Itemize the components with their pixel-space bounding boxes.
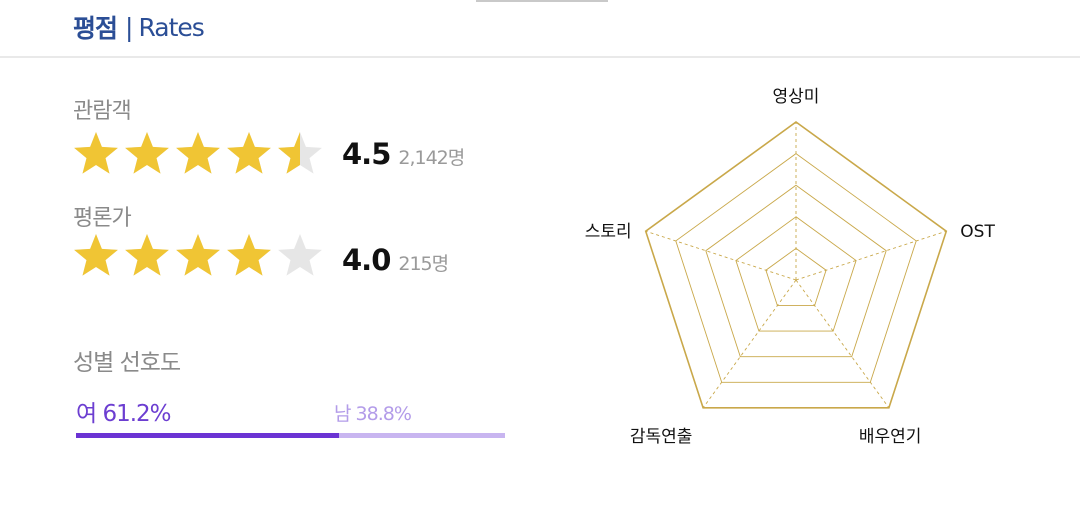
- star-icon: [74, 132, 118, 174]
- rating-radar-chart: 영상미 OST 배우연기 감독연출 스토리: [585, 87, 996, 447]
- radar-grid-ring: [765, 247, 827, 307]
- section-header: 평점 | Rates: [73, 10, 205, 44]
- gender-bar: [76, 433, 505, 438]
- star-icon: [278, 132, 300, 174]
- star-icon: [125, 234, 169, 276]
- radar-grid-ring: [735, 216, 857, 332]
- critic-score: 4.0 215명: [342, 243, 449, 277]
- radar-axis-label: OST: [960, 222, 995, 242]
- star-icon: [176, 234, 220, 276]
- radar-axis-line: [795, 230, 947, 281]
- star-icon-empty: [278, 234, 322, 276]
- star-icon: [176, 132, 220, 174]
- star-icon: [125, 132, 169, 174]
- radar-axis-line: [795, 279, 890, 409]
- critic-star-rating: [74, 234, 322, 276]
- audience-score: 4.5 2,142명: [342, 137, 465, 171]
- radar-axis-label: 감독연출: [630, 427, 693, 447]
- top-tab-indicator: [476, 0, 608, 2]
- radar-axis-label: 배우연기: [859, 427, 922, 447]
- section-title-en: Rates: [138, 12, 204, 42]
- star-icon: [227, 132, 271, 174]
- title-separator: |: [125, 12, 134, 42]
- radar-grid-ring: [705, 184, 887, 358]
- audience-score-value: 4.5: [342, 137, 391, 171]
- radar-axis-label: 영상미: [773, 87, 820, 107]
- section-title-ko: 평점: [73, 14, 118, 43]
- header-divider: [0, 56, 1080, 58]
- radar-grid-ring: [675, 153, 917, 383]
- critic-score-count: 215명: [398, 253, 449, 275]
- radar-axis-label: 스토리: [585, 222, 632, 242]
- star-icon: [74, 234, 118, 276]
- radar-axis-line: [645, 230, 797, 281]
- gender-preference-title: 성별 선호도: [73, 350, 181, 376]
- male-percentage: 남 38.8%: [334, 403, 412, 425]
- radar-outer-ring: [644, 121, 948, 409]
- gender-bar-female-fill: [76, 433, 339, 438]
- audience-rating-label: 관람객: [73, 99, 132, 124]
- radar-axis-line: [702, 279, 797, 409]
- star-icon: [227, 234, 271, 276]
- audience-score-count: 2,142명: [398, 147, 465, 169]
- female-percentage: 여 61.2%: [76, 401, 172, 427]
- critic-rating-label: 평론가: [73, 206, 132, 231]
- critic-score-value: 4.0: [342, 243, 391, 277]
- audience-star-rating: [74, 132, 322, 174]
